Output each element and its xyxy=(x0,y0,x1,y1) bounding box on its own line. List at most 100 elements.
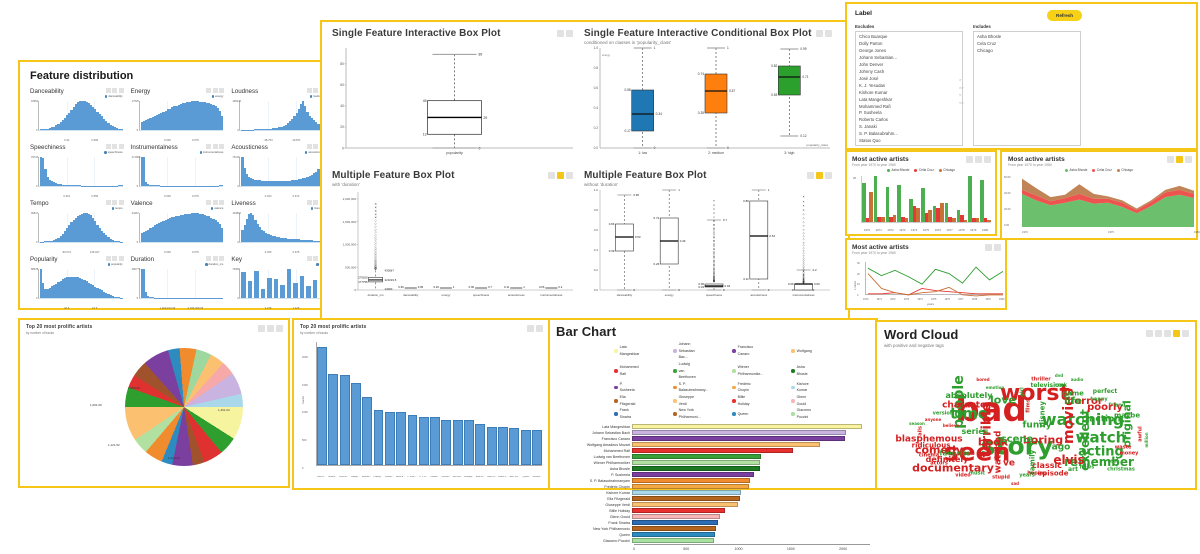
list-item[interactable]: Lata Mangeshkar xyxy=(859,97,959,104)
bar[interactable] xyxy=(632,454,761,459)
maa-bar-window-buttons[interactable] xyxy=(966,156,991,163)
maximize-icon[interactable] xyxy=(975,156,982,163)
bar[interactable] xyxy=(453,420,463,465)
bar[interactable] xyxy=(632,538,714,543)
single-box-plot-window-buttons[interactable] xyxy=(557,30,573,37)
window-icon[interactable] xyxy=(206,144,211,149)
close-icon[interactable] xyxy=(807,172,814,179)
legend-entry[interactable]: Ludwig van Beethoven xyxy=(673,361,732,381)
list-item[interactable]: John Denver xyxy=(859,62,959,69)
window-icon[interactable] xyxy=(119,144,124,149)
window-icon[interactable] xyxy=(313,256,318,261)
legend-entry[interactable]: P. Susheela xyxy=(614,381,673,394)
list-item[interactable]: P. Susheela xyxy=(859,110,959,117)
list-item[interactable]: Chicago xyxy=(977,48,1077,55)
list-item[interactable]: Johann Sebastian... xyxy=(859,55,959,62)
bar[interactable] xyxy=(362,397,372,465)
feature-window-buttons[interactable] xyxy=(106,256,124,261)
warning-icon[interactable] xyxy=(816,172,823,179)
bar[interactable] xyxy=(632,532,715,537)
bar[interactable] xyxy=(374,410,384,465)
feature-window-buttons[interactable] xyxy=(106,88,124,93)
bar[interactable] xyxy=(632,466,760,471)
list-item[interactable]: Chico Buarque xyxy=(859,34,959,41)
minimize-icon[interactable] xyxy=(984,156,991,163)
warning-icon[interactable] xyxy=(557,172,564,179)
bar[interactable] xyxy=(632,520,718,525)
legend-entry[interactable]: Mohammed Rafi xyxy=(614,361,673,381)
window-icon[interactable] xyxy=(219,200,224,205)
window-icon[interactable] xyxy=(206,88,211,93)
pie-window-buttons[interactable] xyxy=(258,325,283,332)
window-icon[interactable] xyxy=(206,256,211,261)
move-right-button[interactable]: > xyxy=(959,76,964,84)
minimize-icon[interactable] xyxy=(536,325,543,332)
maximize-icon[interactable] xyxy=(1182,330,1189,337)
feature-window-buttons[interactable] xyxy=(106,144,124,149)
bar[interactable] xyxy=(632,514,720,519)
close-icon[interactable] xyxy=(258,325,265,332)
legend-entry[interactable]: Lata Mangeshkar xyxy=(614,341,673,361)
legend-entry[interactable]: Frédéric Chopin xyxy=(732,381,791,394)
window-icon[interactable] xyxy=(219,144,224,149)
legend-entry[interactable]: Billie Holiday xyxy=(732,394,791,407)
list-item[interactable]: Asha Bhosle xyxy=(977,34,1077,41)
window-icon[interactable] xyxy=(112,88,117,93)
legend-entry[interactable]: Wiener Philharmonike... xyxy=(732,361,791,381)
list-item[interactable]: Dolly Parton xyxy=(859,41,959,48)
bar[interactable] xyxy=(498,427,508,465)
window-icon[interactable] xyxy=(219,256,224,261)
move-all-left-button[interactable]: << xyxy=(959,99,964,107)
list-item[interactable]: K. J. Yesudas xyxy=(859,83,959,90)
window-icon[interactable] xyxy=(313,144,318,149)
window-icon[interactable] xyxy=(307,88,312,93)
window-icon[interactable] xyxy=(213,88,218,93)
list-item[interactable]: Cela Cruz xyxy=(977,41,1077,48)
legend-entry[interactable]: Frank Sinatra xyxy=(614,407,673,420)
hbar-window-buttons[interactable] xyxy=(527,325,543,332)
maa-area-window-buttons[interactable] xyxy=(1167,156,1192,163)
bar[interactable] xyxy=(632,496,740,501)
feature-window-buttons[interactable] xyxy=(206,144,224,149)
window-icon[interactable] xyxy=(119,88,124,93)
window-icon[interactable] xyxy=(213,200,218,205)
list-item[interactable]: Kishore Kumar xyxy=(859,90,959,97)
word-cloud-window-buttons[interactable] xyxy=(1146,330,1189,337)
close-icon[interactable] xyxy=(985,244,992,251)
window-icon[interactable] xyxy=(313,200,318,205)
minimize-icon[interactable] xyxy=(825,172,832,179)
bar[interactable] xyxy=(632,436,845,441)
restore-icon[interactable] xyxy=(1155,330,1162,337)
bar[interactable] xyxy=(328,374,338,465)
multi-box-window-buttons[interactable] xyxy=(548,172,573,179)
legend-entry[interactable]: Asha Bhosle xyxy=(791,361,850,381)
bar[interactable] xyxy=(408,415,418,465)
window-icon[interactable] xyxy=(119,256,124,261)
bar[interactable] xyxy=(509,428,519,465)
legend-entry[interactable]: Johann Sebastian Bac... xyxy=(673,341,732,361)
bar[interactable] xyxy=(632,430,846,435)
list-item[interactable]: Status Quo xyxy=(859,138,959,145)
window-icon[interactable] xyxy=(213,256,218,261)
feature-window-buttons[interactable] xyxy=(206,88,224,93)
window-icon[interactable] xyxy=(213,144,218,149)
legend-entry[interactable]: New York Philharmoni... xyxy=(673,407,732,420)
bar[interactable] xyxy=(475,424,485,465)
window-icon[interactable] xyxy=(206,200,211,205)
minimize-icon[interactable] xyxy=(825,30,832,37)
window-icon[interactable] xyxy=(307,256,312,261)
list-item[interactable]: George Jones xyxy=(859,48,959,55)
close-icon[interactable] xyxy=(966,156,973,163)
close-icon[interactable] xyxy=(1167,156,1174,163)
bar[interactable] xyxy=(396,412,406,465)
list-item[interactable]: S. Janaki xyxy=(859,124,959,131)
close-icon[interactable] xyxy=(527,325,534,332)
refresh-button[interactable]: Refresh xyxy=(1047,10,1082,21)
legend-entry[interactable]: Ella Fitzgerald xyxy=(614,394,673,407)
feature-window-buttons[interactable] xyxy=(206,256,224,261)
window-icon[interactable] xyxy=(106,144,111,149)
window-icon[interactable] xyxy=(219,88,224,93)
warning-icon[interactable] xyxy=(1176,156,1183,163)
feature-window-buttons[interactable] xyxy=(206,200,224,205)
legend-entry[interactable]: Giuseppe Verdi xyxy=(673,394,732,407)
